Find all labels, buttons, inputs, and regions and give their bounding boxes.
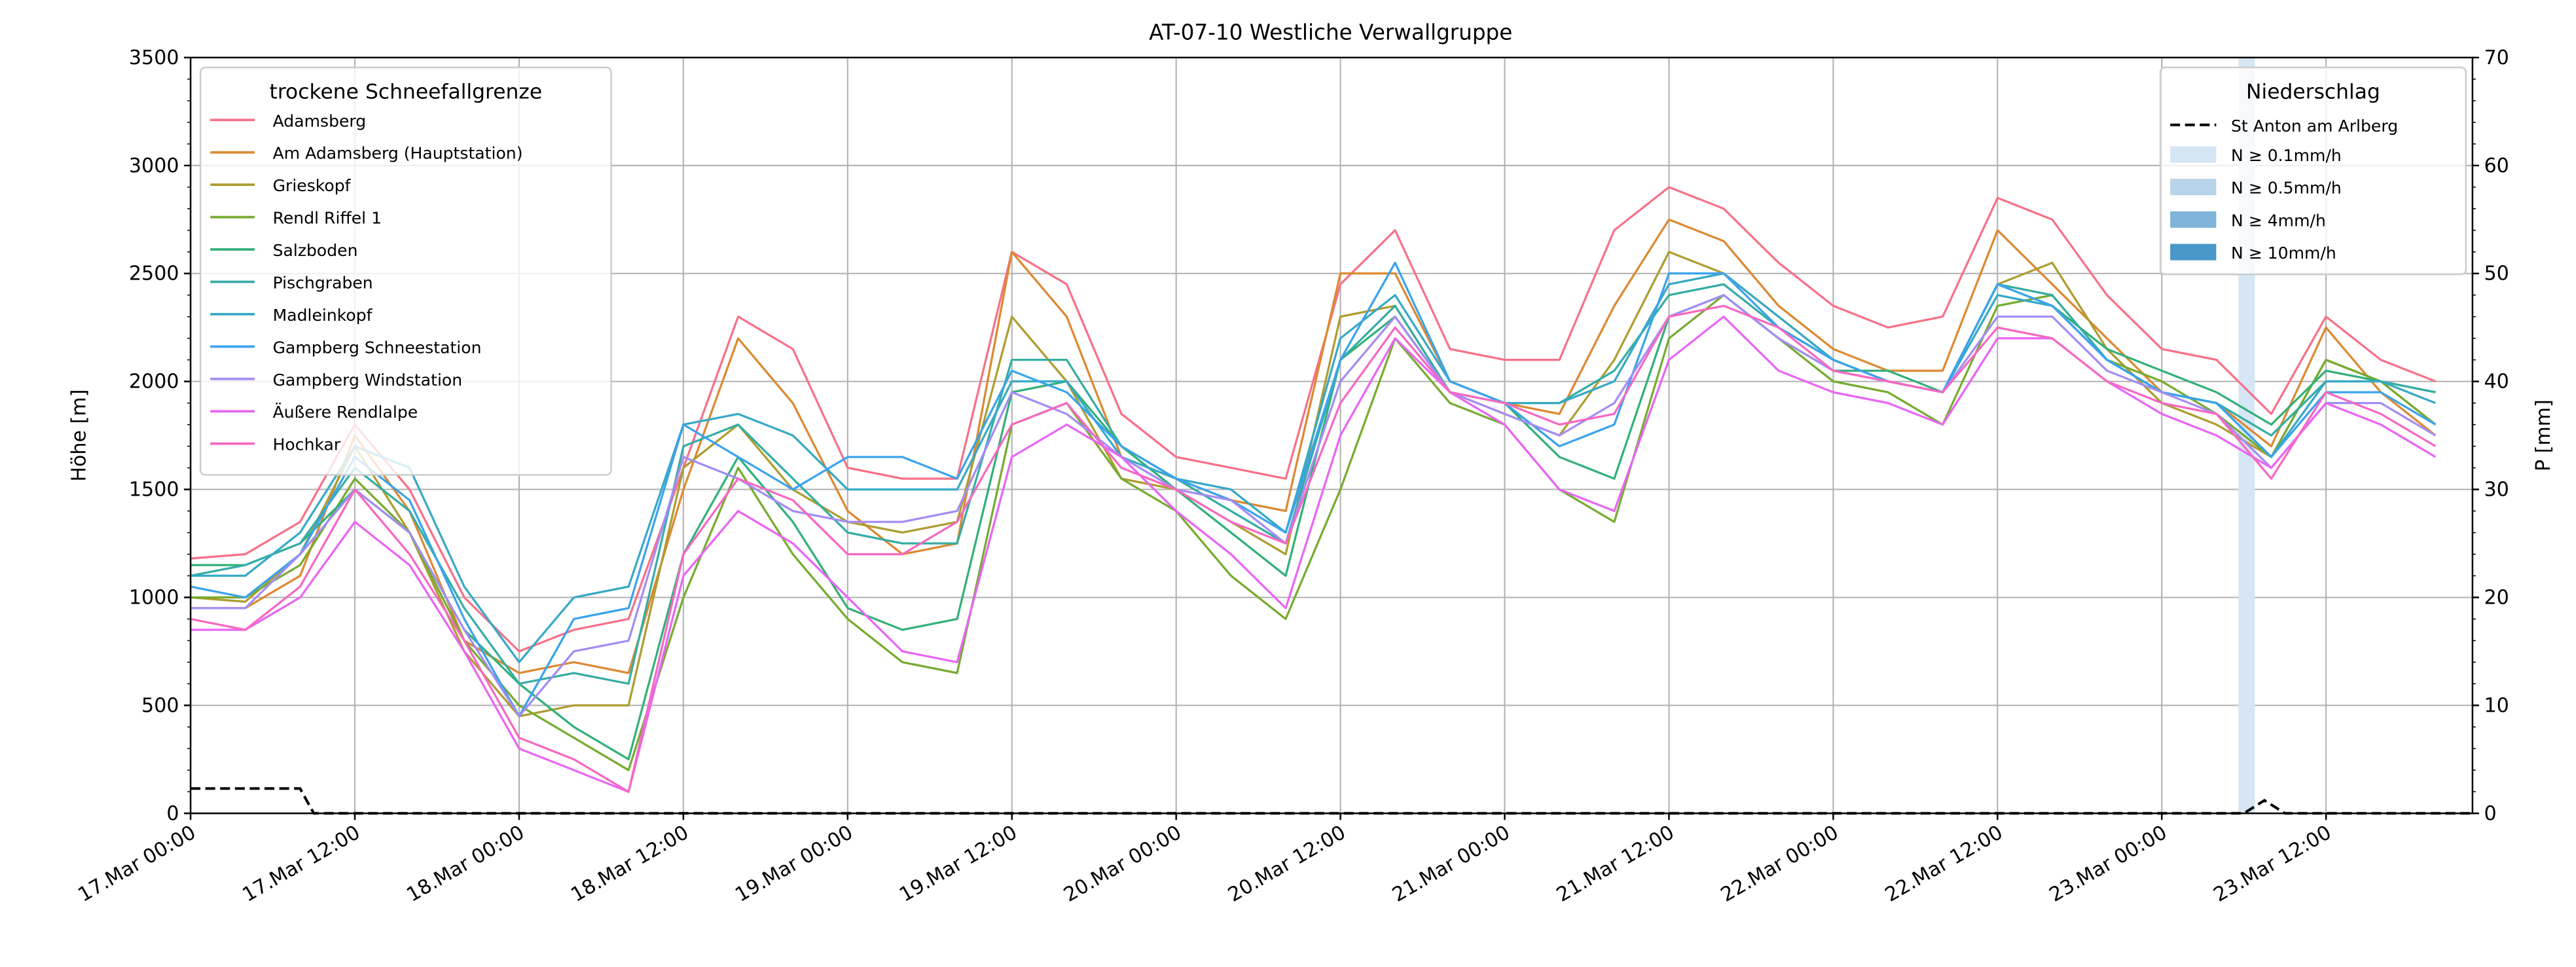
x-tick-label: 20.Mar 12:00: [1224, 821, 1350, 907]
legend-box: [2159, 66, 2467, 276]
legend-label: Pischgraben: [273, 273, 373, 292]
legend-label: Äußere Rendlalpe: [273, 403, 418, 422]
plot-frame: [189, 56, 2474, 814]
x-tick-label: 19.Mar 12:00: [896, 821, 1021, 907]
legend-box: [199, 66, 612, 476]
legend-label: Grieskopf: [273, 176, 352, 195]
y-tick-label: 3500: [129, 46, 179, 69]
y-tick-label: 3000: [129, 155, 179, 177]
legend-label: Am Adamsberg (Hauptstation): [273, 144, 523, 163]
precip-line: [190, 787, 2473, 815]
series-line-hochkar: [190, 304, 2437, 794]
legend-swatch: [2170, 211, 2217, 228]
x-tick-label: 18.Mar 00:00: [403, 821, 528, 907]
y-right-tick-label: 20: [2484, 587, 2509, 610]
x-tick-label: 18.Mar 12:00: [567, 821, 693, 907]
x-tick-label: 17.Mar 12:00: [238, 821, 364, 907]
legend-swatch: [2170, 146, 2217, 163]
legend-label: Gampberg Schneestation: [273, 338, 482, 357]
series-line-gampberg-windstation: [190, 294, 2437, 718]
legend-snowfall: trockene Schneefallgrenze Adamsberg Am Ada…: [199, 66, 612, 476]
legend-label: Rendl Riffel 1: [273, 209, 382, 228]
x-tick-label: 22.Mar 00:00: [1717, 821, 1843, 907]
chart-title: AT-07-10 Westliche Verwallgruppe: [1149, 20, 1512, 45]
y-right-tick-label: 60: [2484, 155, 2509, 177]
y-tick-label: 2000: [129, 371, 179, 393]
series-line-pischgraben: [190, 283, 2436, 685]
series-line-am-adamsberg-hauptstation-: [190, 218, 2437, 674]
legend-label: N ≥ 4mm/h: [2231, 211, 2326, 230]
legend-precip: Niederschlag St Anton am Arlberg N ≥ 0.1mm…: [2159, 66, 2467, 276]
x-tick-label: 20.Mar 00:00: [1060, 821, 1186, 907]
x-tick-label: 17.Mar 00:00: [75, 821, 200, 907]
legend-title: trockene Schneefallgrenze: [270, 81, 543, 104]
legend-label: Hochkar: [273, 435, 341, 454]
legend-label: St Anton am Arlberg: [2231, 117, 2398, 136]
legend-label: Madleinkopf: [273, 306, 373, 325]
precip-line-st-anton: [190, 787, 2473, 815]
y-tick-label: 0: [166, 802, 179, 825]
legend-label: N ≥ 0.5mm/h: [2231, 179, 2342, 198]
x-tick-label: 21.Mar 00:00: [1388, 821, 1514, 907]
legend-title: Niederschlag: [2246, 81, 2380, 104]
y-tick-label: 500: [141, 694, 179, 717]
y-right-tick-label: 10: [2484, 694, 2509, 717]
y-axis-right-label: P [mm]: [2532, 399, 2555, 471]
legend-label: N ≥ 10mm/h: [2231, 244, 2336, 263]
x-tick-label: 23.Mar 00:00: [2046, 821, 2171, 907]
series-lines: [190, 186, 2437, 794]
y-axis-label: Höhe [m]: [67, 390, 90, 482]
y-right-tick-label: 70: [2484, 46, 2509, 69]
legend-swatch: [2170, 244, 2217, 261]
legend-label: Salzboden: [273, 241, 358, 260]
series-line-salzboden: [190, 283, 2436, 761]
y-tick-label: 2500: [129, 263, 179, 285]
legend-swatch: [2170, 179, 2217, 196]
x-tick-label: 22.Mar 12:00: [1881, 821, 2007, 907]
series-line-gampberg-schneestation: [190, 261, 2437, 718]
x-tick-label: 23.Mar 12:00: [2210, 821, 2336, 907]
y-tick-label: 1500: [129, 479, 179, 502]
y-tick-label: 1000: [129, 587, 179, 610]
legend-label: Adamsberg: [273, 111, 367, 130]
y-right-tick-label: 40: [2484, 371, 2509, 393]
x-tick-label: 21.Mar 12:00: [1553, 821, 1678, 907]
legend-label: Gampberg Windstation: [273, 371, 463, 390]
y-right-tick-label: 50: [2484, 263, 2509, 285]
legend-label: N ≥ 0.1mm/h: [2231, 146, 2342, 165]
y-right-tick-label: 0: [2484, 802, 2496, 825]
x-tick-label: 19.Mar 00:00: [731, 821, 857, 907]
y-right-tick-label: 30: [2484, 479, 2509, 502]
